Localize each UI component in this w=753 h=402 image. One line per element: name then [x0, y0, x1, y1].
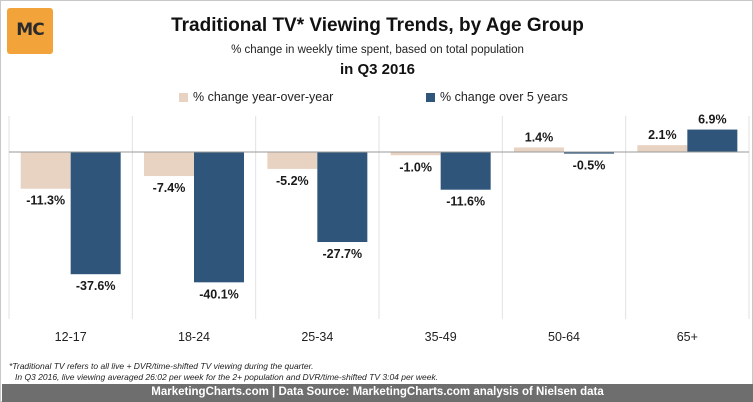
bar-yoy-25-34 — [267, 152, 318, 169]
bar-5yr-12-17 — [70, 152, 121, 275]
data-label-5yr-35-49: -11.6% — [446, 195, 485, 209]
bar-yoy-50-64 — [514, 147, 564, 152]
data-label-5yr-12-17: -37.6% — [76, 279, 116, 293]
bar-5yr-50-64 — [564, 152, 614, 154]
footer-source: MarketingCharts.com | Data Source: Marke… — [151, 386, 604, 398]
data-label-5yr-18-24: -40.1% — [199, 287, 239, 301]
footer-bar: MarketingCharts.com | Data Source: Marke… — [2, 384, 753, 402]
bar-yoy-35-49 — [390, 152, 441, 156]
data-label-yoy-25-34: -5.2% — [276, 174, 309, 188]
bar-5yr-65+ — [687, 129, 738, 152]
chart-title: Traditional TV* Viewing Trends, by Age G… — [171, 15, 584, 36]
x-tick-label-65+: 65+ — [677, 330, 698, 344]
marketingcharts-logo: MC — [7, 8, 53, 54]
bar-yoy-12-17 — [20, 152, 71, 189]
data-label-5yr-50-64: -0.5% — [573, 159, 606, 173]
data-label-yoy-50-64: 1.4% — [525, 130, 554, 144]
data-label-yoy-35-49: -1.0% — [399, 160, 432, 174]
footnote-2: In Q3 2016, live viewing averaged 26:02 … — [15, 372, 439, 382]
bar-chart: -11.3% -37.6% 12-17 -7.4% -40.1% 18-24 -5.2% -2… — [8, 113, 750, 344]
data-label-yoy-12-17: -11.3% — [26, 194, 65, 208]
bar-yoy-18-24 — [144, 152, 194, 177]
legend-label-5yr: % change over 5 years — [440, 90, 568, 104]
data-label-5yr-25-34: -27.7% — [323, 247, 363, 261]
bar-yoy-65+ — [637, 145, 688, 152]
footnote-1: *Traditional TV refers to all live + DVR… — [9, 361, 314, 371]
x-tick-label-25-34: 25-34 — [301, 330, 333, 344]
x-tick-label-35-49: 35-49 — [425, 330, 457, 344]
chart-period: in Q3 2016 — [339, 61, 416, 78]
legend: % change year-over-year % change over 5 … — [1, 89, 753, 107]
data-label-yoy-65+: 2.1% — [648, 128, 677, 142]
bar-5yr-18-24 — [194, 152, 244, 283]
x-tick-label-12-17: 12-17 — [55, 330, 87, 344]
legend-label-yoy: % change year-over-year — [193, 90, 334, 104]
data-label-5yr-65+: 6.9% — [698, 113, 727, 127]
bar-5yr-25-34 — [317, 152, 368, 243]
bar-5yr-35-49 — [440, 152, 491, 190]
data-label-yoy-18-24: -7.4% — [153, 181, 186, 195]
x-tick-label-50-64: 50-64 — [548, 330, 580, 344]
logo-text: MC — [16, 20, 44, 40]
legend-swatch-5yr — [426, 93, 435, 102]
footnotes: *Traditional TV refers to all live + DVR… — [9, 361, 749, 383]
x-tick-label-18-24: 18-24 — [178, 330, 210, 344]
legend-swatch-yoy — [179, 93, 188, 102]
chart-subtitle: % change in weekly time spent, based on … — [231, 44, 524, 56]
